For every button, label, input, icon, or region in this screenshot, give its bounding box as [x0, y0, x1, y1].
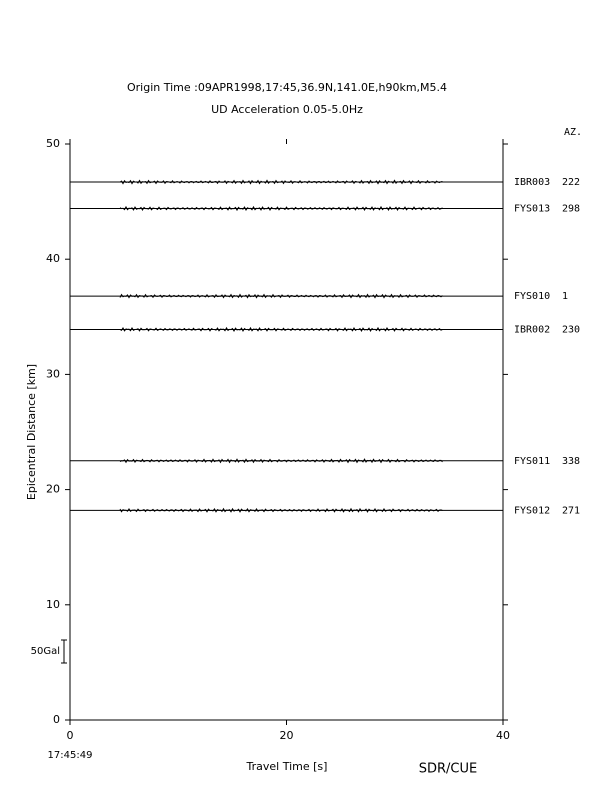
x-tick-label: 20 [280, 729, 294, 742]
y-tick-label: 40 [46, 252, 60, 265]
x-tick-label: 0 [67, 729, 74, 742]
y-tick-label: 30 [46, 367, 60, 380]
station-name: IBR003 [514, 177, 550, 188]
y-tick-label: 0 [53, 713, 60, 726]
trace-waveform [119, 458, 443, 464]
azimuth-header: AZ. [564, 127, 582, 138]
station-name: FYS010 [514, 291, 550, 302]
chart-subtitle: UD Acceleration 0.05-5.0Hz [211, 103, 363, 116]
y-axis-label: Epicentral Distance [km] [25, 364, 38, 500]
trace-waveform [119, 326, 443, 333]
station-azimuth: 271 [562, 505, 580, 516]
station-name: FYS011 [514, 456, 550, 467]
y-tick-label: 50 [46, 137, 60, 150]
station-azimuth: 1 [562, 291, 568, 302]
credit: SDR/CUE [419, 762, 477, 777]
x-tick-label: 40 [496, 729, 510, 742]
chart-title: Origin Time :09APR1998,17:45,36.9N,141.0… [127, 81, 447, 94]
station-azimuth: 298 [562, 204, 580, 215]
start-time: 17:45:49 [48, 750, 93, 761]
station-azimuth: 230 [562, 324, 580, 335]
station-azimuth: 222 [562, 177, 580, 188]
station-name: FYS012 [514, 505, 550, 516]
station-name: IBR002 [514, 324, 550, 335]
trace-waveform [119, 293, 443, 299]
scale-bar-label: 50Gal [31, 646, 60, 657]
station-azimuth: 338 [562, 456, 580, 467]
y-tick-label: 20 [46, 483, 60, 496]
y-tick-label: 10 [46, 598, 60, 611]
station-name: FYS013 [514, 204, 550, 215]
trace-waveform [119, 205, 443, 212]
trace-waveform [119, 507, 443, 513]
x-axis-label: Travel Time [s] [246, 760, 328, 773]
trace-waveform [119, 179, 443, 185]
